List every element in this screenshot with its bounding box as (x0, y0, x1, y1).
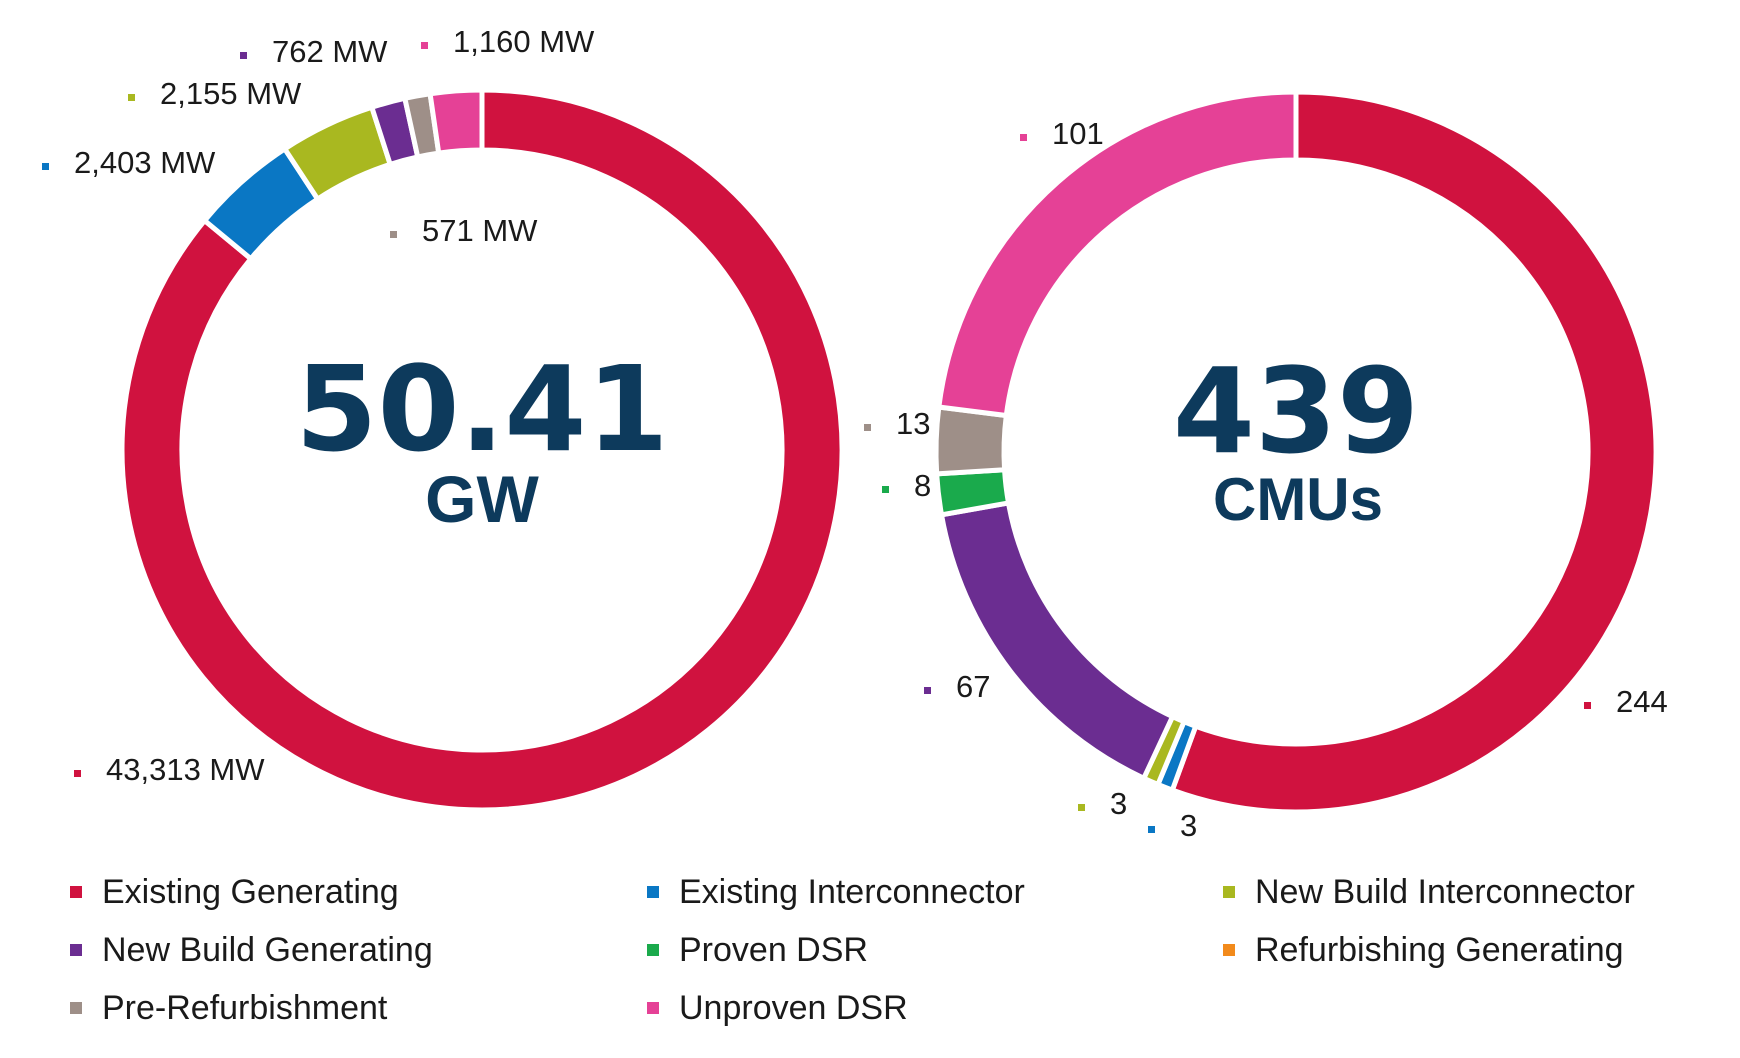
slice-label-marker (882, 486, 889, 493)
slice-label-existing-generating: 43,313 MW (106, 752, 265, 787)
legend: Existing Generating Existing Interconnec… (70, 868, 1720, 1058)
slice-label-new-build-interconnector: 3 (1110, 786, 1127, 821)
cmu-donut-chart: 244 3 3 67 8 13 101 439 CMUs (864, 89, 1668, 843)
legend-swatch (1223, 944, 1235, 956)
slice-label-new-build-generating: 67 (956, 669, 990, 704)
slice-label-unproven-dsr: 1,160 MW (453, 24, 595, 59)
slice-unproven-dsr (936, 89, 1299, 419)
slice-label-unproven-dsr: 101 (1052, 116, 1104, 151)
slice-label-pre-refurbishment: 571 MW (422, 213, 538, 248)
legend-swatch (647, 1002, 659, 1014)
slice-label-marker (1584, 702, 1591, 709)
legend-swatch (1223, 886, 1235, 898)
slice-label-existing-generating: 244 (1616, 684, 1668, 719)
slice-label-proven-dsr: 8 (914, 468, 931, 503)
slice-pre-refurbishment (933, 404, 1010, 477)
cmu-total-value: 439 (1173, 342, 1419, 480)
legend-label: Refurbishing Generating (1255, 930, 1624, 969)
legend-label: Pre-Refurbishment (102, 988, 388, 1027)
donut-charts: 43,313 MW 2,403 MW 2,155 MW 762 MW 571 MW 1,1… (42, 24, 1668, 843)
legend-swatch (70, 1002, 82, 1014)
legend-label: New Build Generating (102, 930, 433, 969)
legend-swatch (647, 944, 659, 956)
slice-label-new-build-interconnector: 2,155 MW (160, 76, 302, 111)
capacity-total-value: 50.41 (295, 340, 668, 478)
slice-label-new-build-generating: 762 MW (272, 34, 388, 69)
slice-new-build-generating (938, 500, 1176, 782)
legend-swatch (70, 944, 82, 956)
legend-item-proven-dsr: Proven DSR (647, 926, 868, 974)
legend-label: Proven DSR (679, 930, 868, 969)
legend-item-new-build-interconnector: New Build Interconnector (1223, 868, 1635, 916)
slice-label-marker (924, 687, 931, 694)
slice-label-marker (421, 42, 428, 49)
slice-label-marker (864, 424, 871, 431)
legend-swatch (647, 886, 659, 898)
slice-label-marker (74, 770, 81, 777)
cmu-total-unit: CMUs (1213, 466, 1383, 533)
legend-label: Existing Interconnector (679, 872, 1025, 911)
legend-label: New Build Interconnector (1255, 872, 1635, 911)
slice-label-marker (240, 52, 247, 59)
legend-item-unproven-dsr: Unproven DSR (647, 984, 908, 1032)
legend-label: Existing Generating (102, 872, 399, 911)
slice-existing-generating (119, 87, 845, 813)
slice-label-existing-interconnector: 2,403 MW (74, 145, 216, 180)
slice-label-marker (390, 231, 397, 238)
capacity-total-unit: GW (425, 462, 539, 536)
legend-swatch (70, 886, 82, 898)
legend-item-refurbishing-generating: Refurbishing Generating (1223, 926, 1624, 974)
slice-label-marker (1148, 826, 1155, 833)
legend-label: Unproven DSR (679, 988, 908, 1027)
slice-label-marker (128, 94, 135, 101)
legend-item-existing-interconnector: Existing Interconnector (647, 868, 1025, 916)
legend-item-existing-generating: Existing Generating (70, 868, 399, 916)
legend-item-new-build-generating: New Build Generating (70, 926, 433, 974)
slice-existing-generating (1169, 89, 1659, 815)
slice-label-marker (42, 163, 49, 170)
slice-label-existing-interconnector: 3 (1180, 808, 1197, 843)
capacity-donut-chart: 43,313 MW 2,403 MW 2,155 MW 762 MW 571 MW 1,1… (42, 24, 845, 813)
slice-label-marker (1078, 804, 1085, 811)
slice-label-marker (1020, 134, 1027, 141)
legend-item-pre-refurbishment: Pre-Refurbishment (70, 984, 387, 1032)
slice-label-pre-refurbishment: 13 (896, 406, 930, 441)
slice-unproven-dsr (427, 87, 485, 156)
